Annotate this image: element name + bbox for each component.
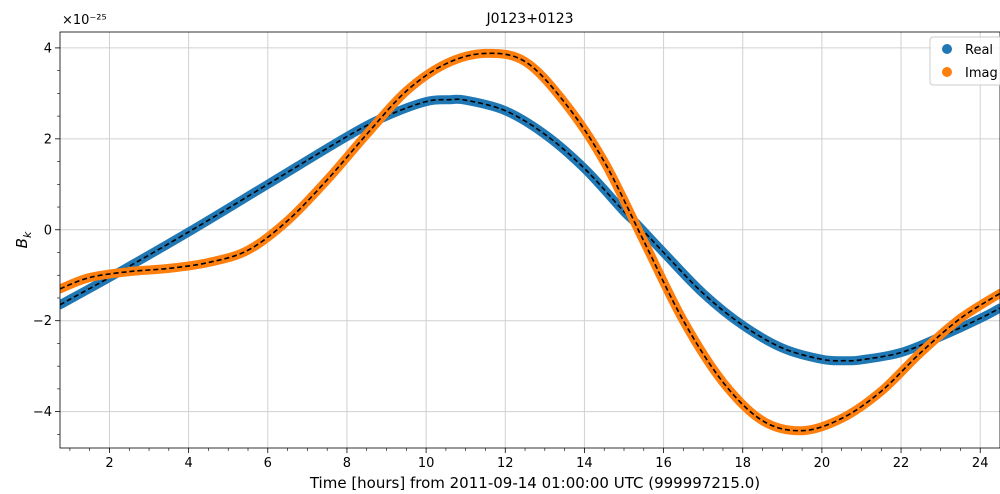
x-tick-label: 4 (184, 456, 192, 471)
x-axis-label: Time [hours] from 2011-09-14 01:00:00 UT… (309, 474, 760, 492)
y-tick-label: 0 (44, 223, 52, 238)
svg-text:Bk: Bk (13, 231, 34, 248)
y-tick-label: −4 (33, 405, 52, 420)
y-tick-label: −2 (33, 314, 52, 329)
legend-marker-imag (942, 67, 952, 77)
x-tick-label: 22 (893, 456, 910, 471)
y-axis-label: Bk (13, 231, 34, 248)
x-tick-label: 2 (105, 456, 113, 471)
x-tick-label: 14 (576, 456, 593, 471)
series-fit-line-real (60, 98, 1000, 362)
y-tick-label: 4 (44, 41, 52, 56)
y-tick-label: 2 (44, 132, 52, 147)
x-tick-label: 12 (497, 456, 514, 471)
x-tick-label: 8 (343, 456, 351, 471)
legend-label-real: Real (965, 43, 993, 58)
x-tick-label: 6 (264, 456, 272, 471)
x-tick-label: 20 (814, 456, 831, 471)
x-tick-label: 16 (655, 456, 672, 471)
x-tick-label: 10 (418, 456, 435, 471)
x-tick-label: 24 (972, 456, 989, 471)
grid (60, 32, 1000, 448)
series-group (60, 48, 1000, 436)
x-tick-label: 18 (734, 456, 751, 471)
y-multiplier: ×10⁻²⁵ (62, 13, 107, 28)
legend-label-imag: Imag (965, 66, 998, 81)
legend-marker-real (942, 44, 952, 54)
series-fit-line-imag (60, 52, 1000, 432)
chart-title: J0123+0123 (485, 11, 573, 27)
plot-frame (59, 31, 1000, 449)
legend: Real Imag (929, 36, 1000, 86)
series-line-imag (60, 48, 1000, 436)
